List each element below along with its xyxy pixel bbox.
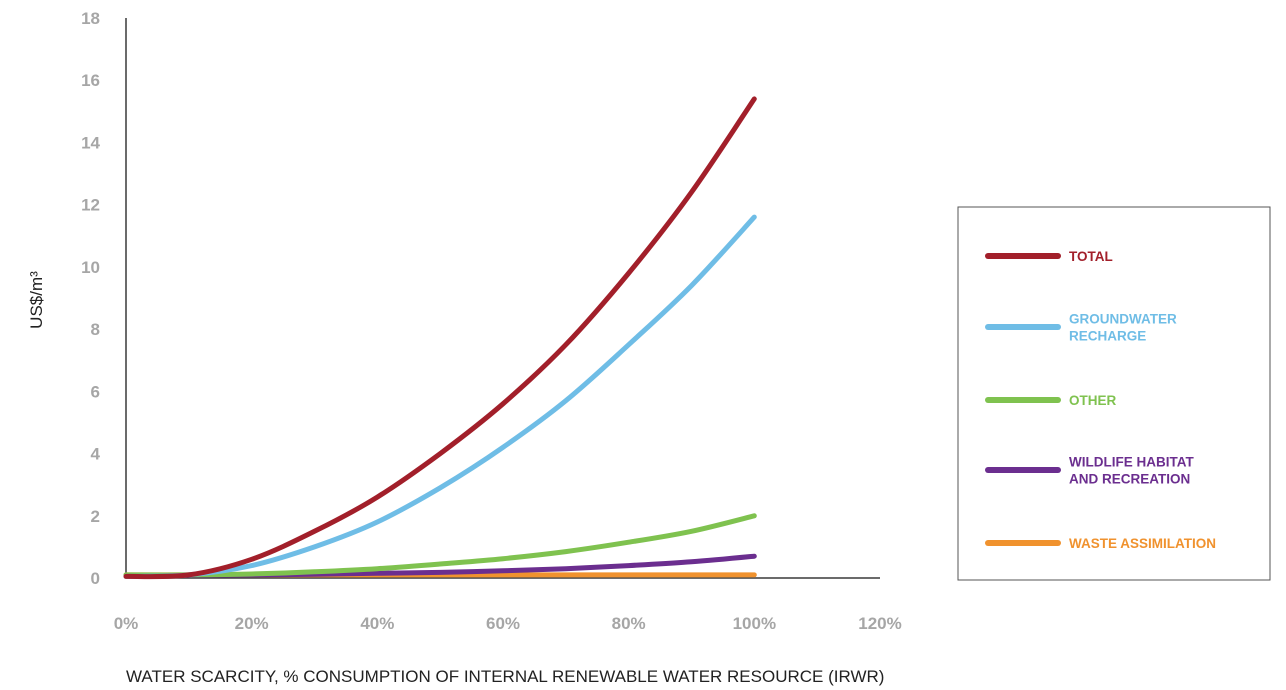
x-tick-labels: 0% 20% 40% 60% 80% 100% 120%: [114, 614, 902, 633]
legend-label: GROUNDWATER: [1069, 312, 1177, 327]
y-tick-label: 4: [91, 445, 101, 464]
y-tick-label: 14: [81, 133, 100, 152]
x-axis-title: WATER SCARCITY, % CONSUMPTION OF INTERNA…: [126, 667, 884, 686]
series-line-total: [123, 96, 757, 580]
legend-box: [957, 206, 1271, 581]
x-tick-label: 20%: [235, 614, 269, 633]
legend-label: RECHARGE: [1069, 329, 1146, 344]
y-tick-label: 18: [81, 9, 100, 28]
series-line-groundwater-recharge: [123, 214, 757, 579]
y-axis-title: US$/m³: [27, 271, 46, 329]
legend-label: TOTAL: [1069, 249, 1113, 264]
y-tick-label: 2: [91, 507, 100, 526]
x-tick-label: 60%: [486, 614, 520, 633]
y-tick-label: 10: [81, 258, 100, 277]
x-tick-label: 40%: [360, 614, 394, 633]
y-tick-label: 6: [91, 382, 100, 401]
x-tick-label: 80%: [612, 614, 646, 633]
legend-label: WASTE ASSIMILATION: [1069, 536, 1216, 551]
y-tick-label: 8: [91, 320, 100, 339]
legend: TOTAL GROUNDWATER RECHARGE OTHER WILDLIFE HA…: [957, 206, 1271, 581]
series-lines: [123, 96, 757, 580]
legend-label: AND RECREATION: [1069, 472, 1190, 487]
x-tick-label: 0%: [114, 614, 139, 633]
y-tick-label: 12: [81, 196, 100, 215]
series-line-other: [123, 513, 757, 578]
y-tick-label: 0: [91, 569, 100, 588]
legend-label: OTHER: [1069, 393, 1117, 408]
y-tick-labels: 0 2 4 6 8 10 12 14 16 18: [81, 9, 100, 588]
x-tick-label: 100%: [733, 614, 776, 633]
x-tick-label: 120%: [858, 614, 901, 633]
y-tick-label: 16: [81, 71, 100, 90]
legend-label: WILDLIFE HABITAT: [1069, 455, 1194, 470]
